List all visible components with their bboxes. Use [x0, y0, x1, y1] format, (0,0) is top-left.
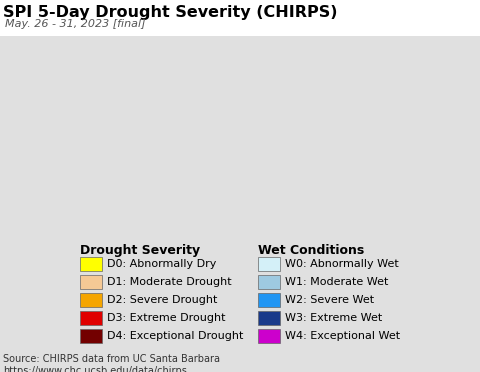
Bar — [258, 275, 280, 289]
Bar — [80, 257, 102, 271]
Bar — [80, 329, 102, 343]
Text: W1: Moderate Wet: W1: Moderate Wet — [285, 277, 388, 287]
Text: D1: Moderate Drought: D1: Moderate Drought — [107, 277, 232, 287]
Bar — [258, 329, 280, 343]
Bar — [80, 293, 102, 307]
Bar — [0, 0, 480, 36]
Text: Source: CHIRPS data from UC Santa Barbara
https://www.chc.ucsb.edu/data/chirps: Source: CHIRPS data from UC Santa Barbar… — [3, 354, 220, 372]
Bar — [258, 257, 280, 271]
Text: W3: Extreme Wet: W3: Extreme Wet — [285, 313, 382, 323]
Text: Wet Conditions: Wet Conditions — [258, 244, 364, 257]
Text: D0: Abnormally Dry: D0: Abnormally Dry — [107, 259, 216, 269]
Text: W2: Severe Wet: W2: Severe Wet — [285, 295, 374, 305]
Text: W4: Exceptional Wet: W4: Exceptional Wet — [285, 331, 400, 341]
Text: SPI 5-Day Drought Severity (CHIRPS): SPI 5-Day Drought Severity (CHIRPS) — [3, 5, 337, 20]
Text: May. 26 - 31, 2023 [final]: May. 26 - 31, 2023 [final] — [5, 19, 145, 29]
Text: D3: Extreme Drought: D3: Extreme Drought — [107, 313, 226, 323]
Bar — [80, 311, 102, 325]
Text: Drought Severity: Drought Severity — [80, 244, 200, 257]
Bar — [80, 275, 102, 289]
Text: D4: Exceptional Drought: D4: Exceptional Drought — [107, 331, 243, 341]
Bar — [258, 311, 280, 325]
Text: W0: Abnormally Wet: W0: Abnormally Wet — [285, 259, 399, 269]
Text: D2: Severe Drought: D2: Severe Drought — [107, 295, 217, 305]
Bar — [258, 293, 280, 307]
